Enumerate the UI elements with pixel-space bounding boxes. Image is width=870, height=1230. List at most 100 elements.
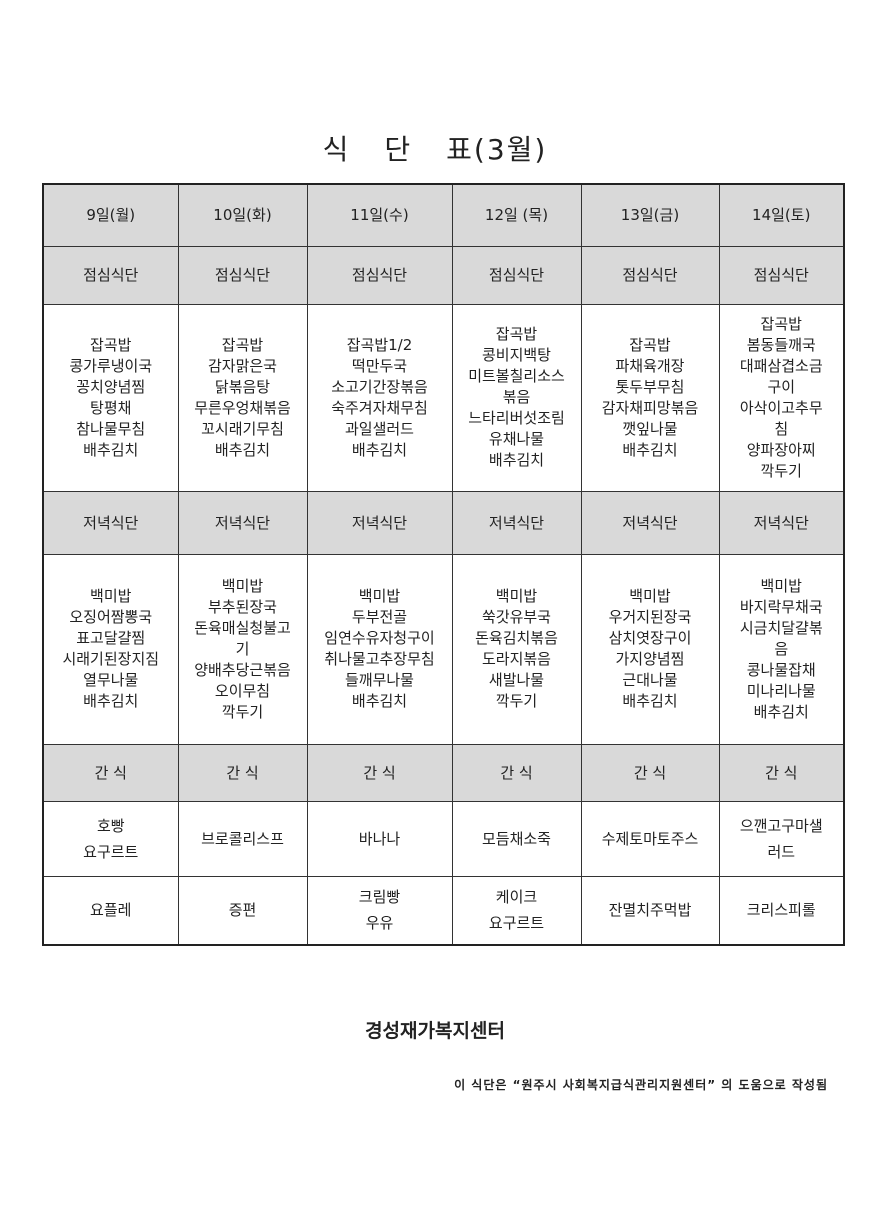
cell-text: 음 xyxy=(774,639,789,658)
cell-text: 무른우엉채볶음 xyxy=(194,398,291,417)
snack2-row-cell: 잔멸치주먹밥 xyxy=(580,875,720,946)
snack-label-row-cell: 간 식 xyxy=(306,743,453,802)
cell-text: 간 식 xyxy=(765,763,798,782)
lunch-row: 잡곡밥 콩가루냉이국 꽁치양념찜 탕평채 참나물무침 배추김치 잡곡밥 감자맑은국 닭볶음탕 무른… xyxy=(42,303,845,492)
dinner-row: 백미밥 오징어짬뽕국 표고달걀찜 시래기된장지짐 열무나물 배추김치 백미밥 부추된장국 돈육매… xyxy=(42,553,845,745)
cell-text: 간 식 xyxy=(500,763,533,782)
cell-text: 오이무침 xyxy=(214,681,271,700)
dinner-label-row-cell: 저녁식단 xyxy=(306,490,453,555)
lunch-row-cell: 잡곡밥 파채육개장 톳두부무침 감자채피망볶음 깻잎나물 배추김치 xyxy=(580,303,720,492)
cell-text: 저녁식단 xyxy=(83,513,139,532)
dinner-row-cell: 백미밥 바지락무채국 시금치달걀볶 음 콩나물잡채 미나리나물 배추김치 xyxy=(718,553,845,745)
snack-label-row-cell: 간 식 xyxy=(580,743,720,802)
cell-text: 느타리버섯조림 xyxy=(468,409,565,427)
dinner-label-row: 저녁식단 저녁식단 저녁식단 저녁식단 저녁식단 저녁식단 xyxy=(42,490,845,555)
lunch-label-row-cell: 점심식단 xyxy=(580,245,720,305)
cell-text: 우유 xyxy=(365,914,394,933)
dinner-label-row-cell: 저녁식단 xyxy=(451,490,582,555)
snack1-row: 호빵 요구르트 브로콜리스프 바나나 모듬채소죽 수제토마토주스 으깬고구마샐 러드 xyxy=(42,800,845,877)
menu-table: 9일(월) 10일(화) 11일(수) 12일 (목) 13일(금) 14일(토) 점심식단… xyxy=(42,183,845,946)
cell-text: 배추김치 xyxy=(753,702,809,721)
snack-label-row-cell: 간 식 xyxy=(451,743,582,802)
cell-text: 소고기간장볶음 xyxy=(331,377,428,396)
cell-text: 점심식단 xyxy=(351,266,408,284)
cell-text: 깍두기 xyxy=(221,702,264,721)
cell-text: 잔멸치주먹밥 xyxy=(608,901,692,920)
lunch-row-cell: 잡곡밥 봄동들깨국 대패삼겹소금 구이 아삭이고추무 침 양파장아찌 깍두기 xyxy=(718,303,845,492)
dinner-label-row-cell: 저녁식단 xyxy=(580,490,720,555)
dinner-row-cell: 백미밥 부추된장국 돈육매실청불고 기 양배추당근볶음 오이무침 깍두기 xyxy=(177,553,308,745)
cell-text: 배추김치 xyxy=(83,440,139,459)
cell-text: 볶음 xyxy=(502,388,531,406)
cell-text: 수제토마토주스 xyxy=(601,829,699,848)
cell-text: 14일(토) xyxy=(752,206,811,225)
cell-text: 점심식단 xyxy=(622,266,678,284)
cell-text: 시금치달걀볶 xyxy=(739,618,823,637)
cell-text: 바나나 xyxy=(358,829,401,848)
cell-text: 표고달걀찜 xyxy=(76,629,146,647)
cell-text: 간 식 xyxy=(94,763,127,782)
cell-text: 케이크 xyxy=(495,888,538,907)
cell-text: 부추된장국 xyxy=(207,597,277,616)
cell-text: 요구르트 xyxy=(83,842,139,861)
cell-text: 돈육매실청불고 xyxy=(194,618,291,637)
cell-text: 기 xyxy=(235,639,250,658)
dinner-row-cell: 백미밥 쑥갓유부국 돈육김치볶음 도라지볶음 새발나물 깍두기 xyxy=(451,553,582,745)
title-part: 단 xyxy=(384,133,413,166)
lunch-label-row: 점심식단 점심식단 점심식단 점심식단 점심식단 점심식단 xyxy=(42,245,845,305)
cell-text: 으깬고구마샐 xyxy=(739,816,823,835)
lunch-label-row-cell: 점심식단 xyxy=(42,245,179,305)
cell-text: 삼치엿장구이 xyxy=(608,629,692,647)
cell-text: 요플레 xyxy=(90,901,132,920)
cell-text: 요구르트 xyxy=(488,914,545,933)
dinner-label-row-cell: 저녁식단 xyxy=(177,490,308,555)
dinner-row-cell: 백미밥 우거지된장국 삼치엿장구이 가지양념찜 근대나물 배추김치 xyxy=(580,553,720,745)
cell-text: 참나물무침 xyxy=(76,419,146,438)
lunch-label-row-cell: 점심식단 xyxy=(451,245,582,305)
lunch-row-cell: 잡곡밥1/2 떡만두국 소고기간장볶음 숙주겨자채무침 과일샐러드 배추김치 xyxy=(306,303,453,492)
cell-text: 숙주겨자채무침 xyxy=(331,398,428,417)
cell-text: 두부전골 xyxy=(351,608,408,626)
cell-text: 열무나물 xyxy=(83,671,139,689)
cell-text: 배추김치 xyxy=(214,440,271,459)
cell-text: 콩가루냉이국 xyxy=(69,356,153,375)
snack-label-row-cell: 간 식 xyxy=(42,743,179,802)
cell-text: 간 식 xyxy=(226,763,259,782)
cell-text: 증편 xyxy=(228,901,257,920)
cell-text: 저녁식단 xyxy=(753,513,809,532)
cell-text: 간 식 xyxy=(633,763,667,782)
cell-text: 도라지볶음 xyxy=(481,650,551,668)
cell-text: 우거지된장국 xyxy=(608,608,692,626)
cell-text: 꽁치양념찜 xyxy=(76,377,146,396)
day-header-row-cell: 14일(토) xyxy=(718,183,845,247)
cell-text: 떡만두국 xyxy=(351,356,408,375)
cell-text: 점심식단 xyxy=(83,266,139,284)
cell-text: 백미밥 xyxy=(90,587,132,605)
day-header-row: 9일(월) 10일(화) 11일(수) 12일 (목) 13일(금) 14일(토) xyxy=(42,183,845,247)
cell-text: 임연수유자청구이 xyxy=(324,629,435,647)
title-part: 표(3월) xyxy=(446,133,548,166)
cell-text: 백미밥 xyxy=(358,587,401,605)
day-header-row-cell: 11일(수) xyxy=(306,183,453,247)
cell-text: 미트볼칠리소스 xyxy=(468,367,565,385)
cell-text: 봄동들깨국 xyxy=(746,335,816,354)
cell-text: 모듬채소죽 xyxy=(481,829,551,848)
page-title: 식 단 표(3월) xyxy=(0,128,870,168)
cell-text: 탕평채 xyxy=(90,398,132,417)
cell-text: 저녁식단 xyxy=(214,513,271,532)
cell-text: 9일(월) xyxy=(86,206,136,225)
lunch-label-row-cell: 점심식단 xyxy=(718,245,845,305)
cell-text: 점심식단 xyxy=(488,266,545,284)
cell-text: 아삭이고추무 xyxy=(739,398,823,417)
cell-text: 양배추당근볶음 xyxy=(194,660,291,679)
snack2-row-cell: 증편 xyxy=(177,875,308,946)
snack-label-row-cell: 간 식 xyxy=(718,743,845,802)
snack1-row-cell: 수제토마토주스 xyxy=(580,800,720,877)
cell-text: 저녁식단 xyxy=(622,513,678,532)
cell-text: 크리스피롤 xyxy=(746,901,816,920)
day-header-row-cell: 10일(화) xyxy=(177,183,308,247)
cell-text: 침 xyxy=(774,419,789,438)
cell-text: 배추김치 xyxy=(83,692,139,710)
cell-text: 점심식단 xyxy=(214,266,271,284)
